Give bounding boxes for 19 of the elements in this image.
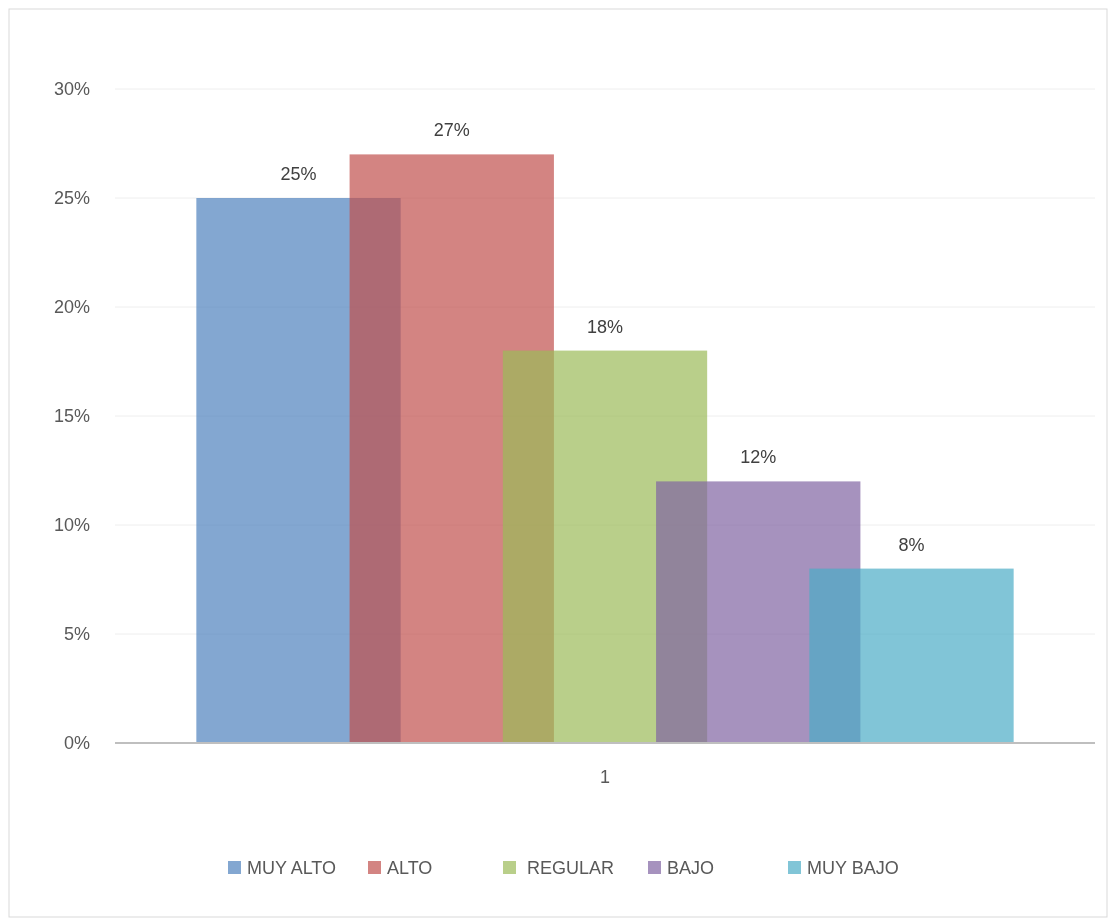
data-label: 25% <box>280 164 317 184</box>
y-tick-label: 25% <box>53 188 90 209</box>
legend-label: MUY ALTO <box>247 858 337 879</box>
legend-label: REGULAR <box>527 858 615 879</box>
legend-label: MUY BAJO <box>807 858 899 879</box>
y-tick-label: 15% <box>53 406 90 427</box>
y-tick-label: 20% <box>53 297 90 318</box>
y-tick-label: 0% <box>63 733 90 754</box>
bar <box>809 568 1014 743</box>
x-tick-label: 1 <box>599 767 611 787</box>
data-label: 27% <box>433 120 470 141</box>
y-tick-label: 30% <box>53 79 90 100</box>
y-tick-label: 10% <box>53 515 90 536</box>
data-label: 8% <box>898 534 925 555</box>
legend-label: ALTO <box>387 858 433 879</box>
data-label: 12% <box>740 447 777 468</box>
y-tick-label: 5% <box>63 624 90 645</box>
legend-label: BAJO <box>667 858 715 879</box>
data-label: 18% <box>586 316 624 337</box>
